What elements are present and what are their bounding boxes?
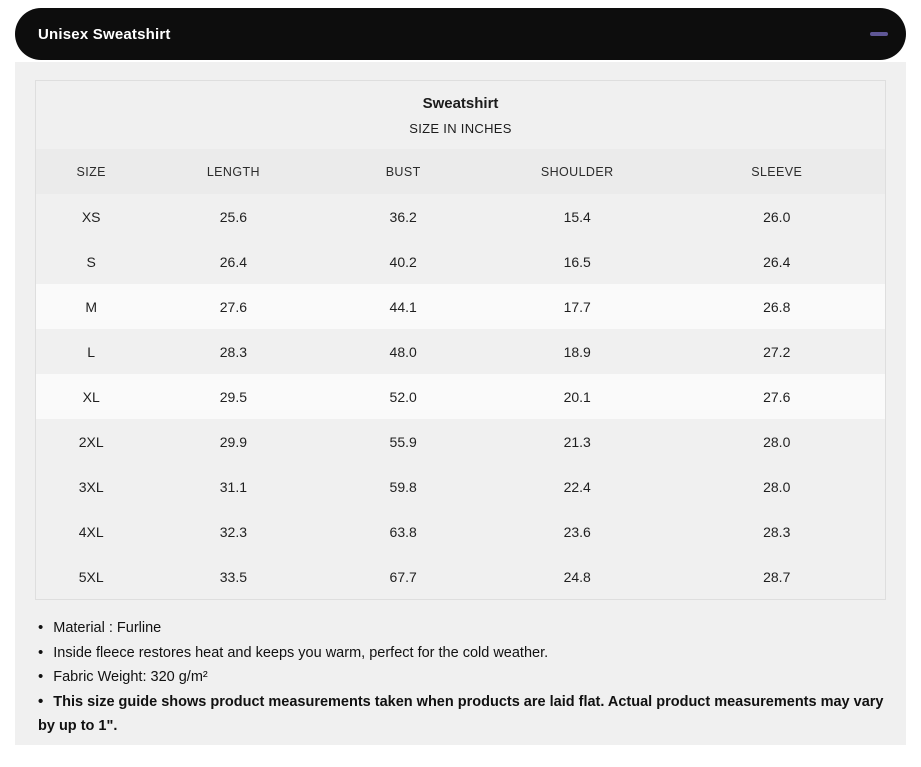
bust-cell: 59.8 xyxy=(320,464,486,509)
table-row: XL 29.5 52.0 20.1 27.6 xyxy=(36,374,885,419)
sleeve-cell: 28.0 xyxy=(668,419,885,464)
bust-cell: 55.9 xyxy=(320,419,486,464)
column-header: SIZE xyxy=(36,149,147,194)
shoulder-cell: 18.9 xyxy=(485,329,669,374)
size-table-box: Sweatshirt SIZE IN INCHES SIZE LENGTH BUST… xyxy=(35,80,886,600)
column-header: SHOULDER xyxy=(485,149,669,194)
column-header: LENGTH xyxy=(146,149,321,194)
bust-cell: 40.2 xyxy=(320,239,486,284)
note-item: Material : Furline xyxy=(38,616,888,641)
shoulder-cell: 21.3 xyxy=(485,419,669,464)
bust-cell: 63.8 xyxy=(320,509,486,554)
size-table: SIZE LENGTH BUST SHOULDER SLEEVE XS 25.6 36.2 1… xyxy=(36,149,885,599)
bust-cell: 52.0 xyxy=(320,374,486,419)
shoulder-cell: 22.4 xyxy=(485,464,669,509)
size-cell: XL xyxy=(36,374,147,419)
length-cell: 29.9 xyxy=(146,419,321,464)
note-item: This size guide shows product measuremen… xyxy=(38,690,888,739)
table-row: M 27.6 44.1 17.7 26.8 xyxy=(36,284,885,329)
column-header-row: SIZE LENGTH BUST SHOULDER SLEEVE xyxy=(36,149,885,194)
table-caption: Sweatshirt SIZE IN INCHES xyxy=(36,81,885,149)
sleeve-cell: 28.3 xyxy=(668,509,885,554)
table-row: 2XL 29.9 55.9 21.3 28.0 xyxy=(36,419,885,464)
table-row: 5XL 33.5 67.7 24.8 28.7 xyxy=(36,554,885,599)
shoulder-cell: 20.1 xyxy=(485,374,669,419)
sleeve-cell: 26.8 xyxy=(668,284,885,329)
size-guide-panel: Sweatshirt SIZE IN INCHES SIZE LENGTH BUST… xyxy=(15,62,906,745)
table-row: 3XL 31.1 59.8 22.4 28.0 xyxy=(36,464,885,509)
table-row: L 28.3 48.0 18.9 27.2 xyxy=(36,329,885,374)
bust-cell: 44.1 xyxy=(320,284,486,329)
accordion-header[interactable]: Unisex Sweatshirt xyxy=(15,8,906,60)
column-header: SLEEVE xyxy=(668,149,885,194)
length-cell: 29.5 xyxy=(146,374,321,419)
shoulder-cell: 16.5 xyxy=(485,239,669,284)
sleeve-cell: 27.6 xyxy=(668,374,885,419)
sleeve-cell: 28.0 xyxy=(668,464,885,509)
column-header: BUST xyxy=(320,149,486,194)
collapse-button[interactable] xyxy=(864,19,894,49)
size-cell: M xyxy=(36,284,147,329)
size-cell: 2XL xyxy=(36,419,147,464)
length-cell: 33.5 xyxy=(146,554,321,599)
bust-cell: 36.2 xyxy=(320,194,486,239)
size-table-body: XS 25.6 36.2 15.4 26.0 S 26.4 40.2 16.5 26.4 M 27.6… xyxy=(36,194,885,599)
bust-cell: 48.0 xyxy=(320,329,486,374)
length-cell: 27.6 xyxy=(146,284,321,329)
length-cell: 31.1 xyxy=(146,464,321,509)
accordion-title: Unisex Sweatshirt xyxy=(38,25,171,43)
length-cell: 25.6 xyxy=(146,194,321,239)
sleeve-cell: 26.4 xyxy=(668,239,885,284)
note-item: Fabric Weight: 320 g/m² xyxy=(38,665,888,690)
size-cell: 5XL xyxy=(36,554,147,599)
minus-icon xyxy=(870,32,888,36)
size-cell: 3XL xyxy=(36,464,147,509)
sleeve-cell: 28.7 xyxy=(668,554,885,599)
size-cell: S xyxy=(36,239,147,284)
shoulder-cell: 24.8 xyxy=(485,554,669,599)
bust-cell: 67.7 xyxy=(320,554,486,599)
shoulder-cell: 17.7 xyxy=(485,284,669,329)
product-notes-list: Material : FurlineInside fleece restores… xyxy=(38,616,888,739)
shoulder-cell: 15.4 xyxy=(485,194,669,239)
note-item: Inside fleece restores heat and keeps yo… xyxy=(38,641,888,666)
table-row: XS 25.6 36.2 15.4 26.0 xyxy=(36,194,885,239)
table-row: 4XL 32.3 63.8 23.6 28.3 xyxy=(36,509,885,554)
table-subtitle: SIZE IN INCHES xyxy=(409,121,512,136)
shoulder-cell: 23.6 xyxy=(485,509,669,554)
size-cell: L xyxy=(36,329,147,374)
size-cell: 4XL xyxy=(36,509,147,554)
length-cell: 28.3 xyxy=(146,329,321,374)
sleeve-cell: 26.0 xyxy=(668,194,885,239)
size-cell: XS xyxy=(36,194,147,239)
length-cell: 32.3 xyxy=(146,509,321,554)
sleeve-cell: 27.2 xyxy=(668,329,885,374)
table-row: S 26.4 40.2 16.5 26.4 xyxy=(36,239,885,284)
length-cell: 26.4 xyxy=(146,239,321,284)
table-title: Sweatshirt xyxy=(422,95,499,112)
